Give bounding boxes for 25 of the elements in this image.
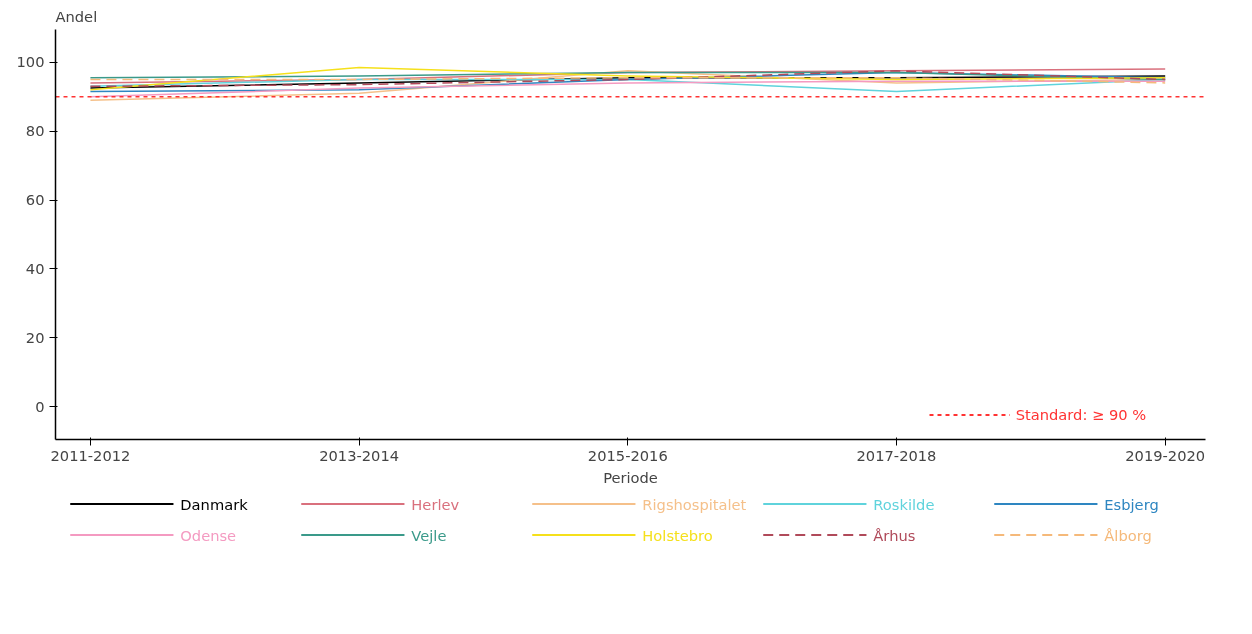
text: Vejle [411,526,447,544]
text: Herlev [411,495,460,513]
y-tick-label: 20 [25,328,45,346]
x-axis-title: Periode [603,468,658,486]
text: Holstebro [642,526,713,544]
x-tick-label: 2015-2016 [587,446,668,464]
text: Århus [873,526,916,544]
y-axis-title: Andel [55,7,98,25]
y-tick-label: 80 [25,122,45,140]
text: Odense [180,526,237,544]
ref-line-label: Standard: ≥ 90 % [1015,406,1147,424]
text: Roskilde [873,495,935,513]
x-tick-label: 2013-2014 [319,446,400,464]
y-tick-label: 40 [25,259,45,277]
text: Rigshospitalet [642,495,747,513]
text: Danmark [180,495,249,513]
y-tick-label: 0 [35,397,45,415]
text: Ålborg [1104,526,1152,544]
y-tick-label: 60 [25,191,45,209]
x-tick-label: 2019-2020 [1125,446,1206,464]
line-series [89,80,1166,98]
x-tick-label: 2017-2018 [856,446,937,464]
text: Esbjerg [1104,495,1159,513]
y-tick-label: 100 [16,53,45,71]
x-tick-label: 2011-2012 [50,446,131,464]
